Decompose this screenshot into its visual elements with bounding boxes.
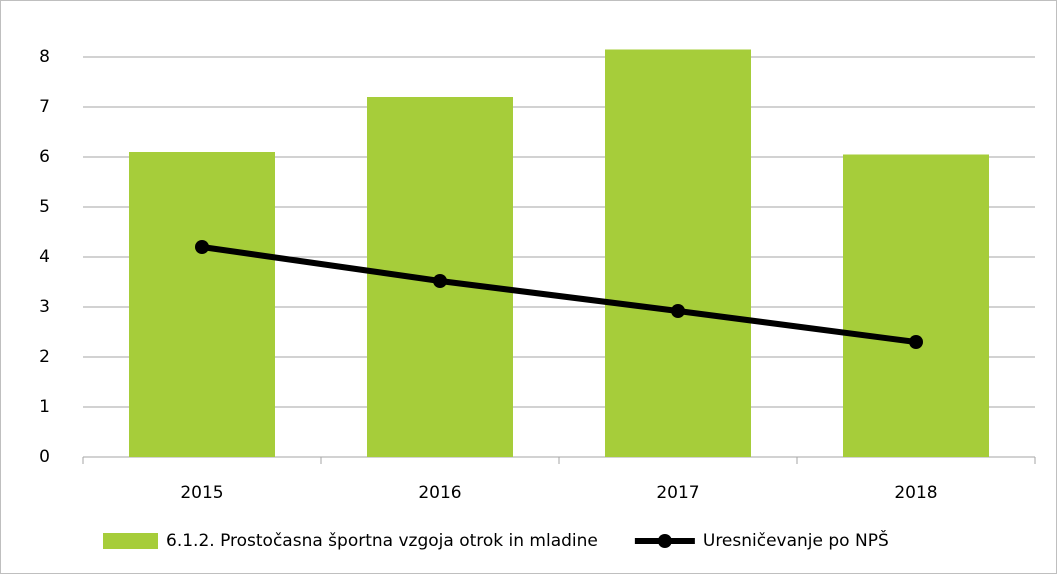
line-marker: [671, 304, 685, 318]
x-tick-label: 2017: [656, 483, 699, 503]
legend-marker: [657, 534, 672, 548]
line-marker: [433, 274, 447, 288]
y-tick-label: 8: [39, 47, 50, 67]
bar: [129, 152, 275, 457]
line-marker: [909, 335, 923, 349]
bar: [843, 154, 989, 457]
y-tick-label: 4: [39, 247, 50, 267]
x-tick-label: 2018: [894, 483, 937, 503]
bar: [605, 49, 751, 457]
y-tick-label: 7: [39, 97, 50, 117]
y-tick-label: 1: [39, 397, 50, 417]
x-tick-label: 2016: [418, 483, 461, 503]
legend-swatch: [103, 533, 158, 549]
legend-label: Uresničevanje po NPŠ: [703, 529, 889, 551]
line: [201, 244, 917, 345]
x-tick-label: 2015: [180, 483, 223, 503]
y-tick-label: 6: [39, 147, 50, 167]
y-tick-label: 0: [39, 447, 50, 467]
line-marker: [195, 240, 209, 254]
y-tick-label: 3: [39, 297, 50, 317]
legend-label: 6.1.2. Prostočasna športna vzgoja otrok …: [166, 531, 598, 551]
y-tick-label: 2: [39, 347, 50, 367]
y-tick-label: 5: [39, 197, 50, 217]
